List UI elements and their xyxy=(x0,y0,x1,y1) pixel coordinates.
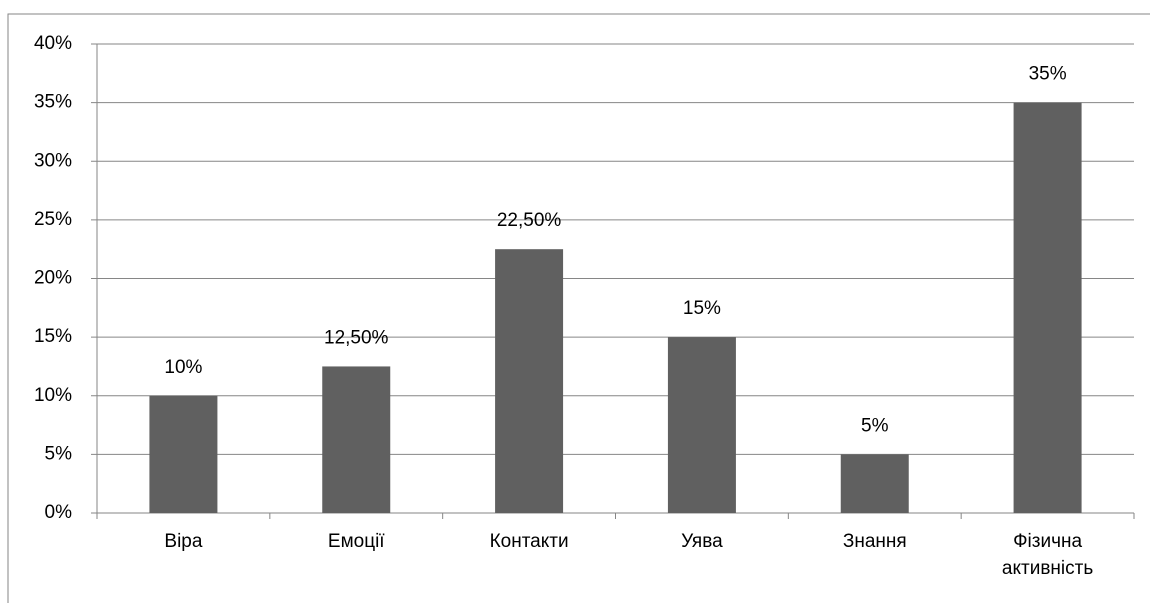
y-tick-label: 25% xyxy=(34,209,72,230)
y-tick-label: 0% xyxy=(45,502,73,523)
bar xyxy=(1013,102,1082,513)
x-tick-label: Емоції xyxy=(327,531,385,552)
x-tick-label: Уява xyxy=(681,531,723,552)
data-label: 22,50% xyxy=(497,210,562,231)
data-label: 10% xyxy=(164,357,202,378)
y-tick-label: 20% xyxy=(34,268,72,289)
data-label: 35% xyxy=(1029,64,1067,85)
x-tick-label: Фізична активність xyxy=(1001,531,1094,579)
data-label: 5% xyxy=(861,415,889,436)
x-tick-label: Контакти xyxy=(489,531,569,552)
bar xyxy=(149,395,218,513)
bar xyxy=(495,249,564,513)
chart-border xyxy=(7,13,1150,603)
bar xyxy=(667,337,736,513)
y-tick-label: 40% xyxy=(34,33,72,54)
y-tick-label: 5% xyxy=(45,443,73,464)
y-tick-label: 15% xyxy=(34,326,72,347)
bar xyxy=(322,366,391,513)
y-tick-label: 30% xyxy=(34,150,72,171)
x-tick-label: Віра xyxy=(164,531,203,552)
y-tick-label: 35% xyxy=(34,92,72,113)
data-label: 15% xyxy=(683,298,721,319)
x-tick-label: Знання xyxy=(842,531,907,552)
bar xyxy=(840,454,909,513)
y-tick-label: 10% xyxy=(34,385,72,406)
data-label: 12,50% xyxy=(324,327,389,348)
